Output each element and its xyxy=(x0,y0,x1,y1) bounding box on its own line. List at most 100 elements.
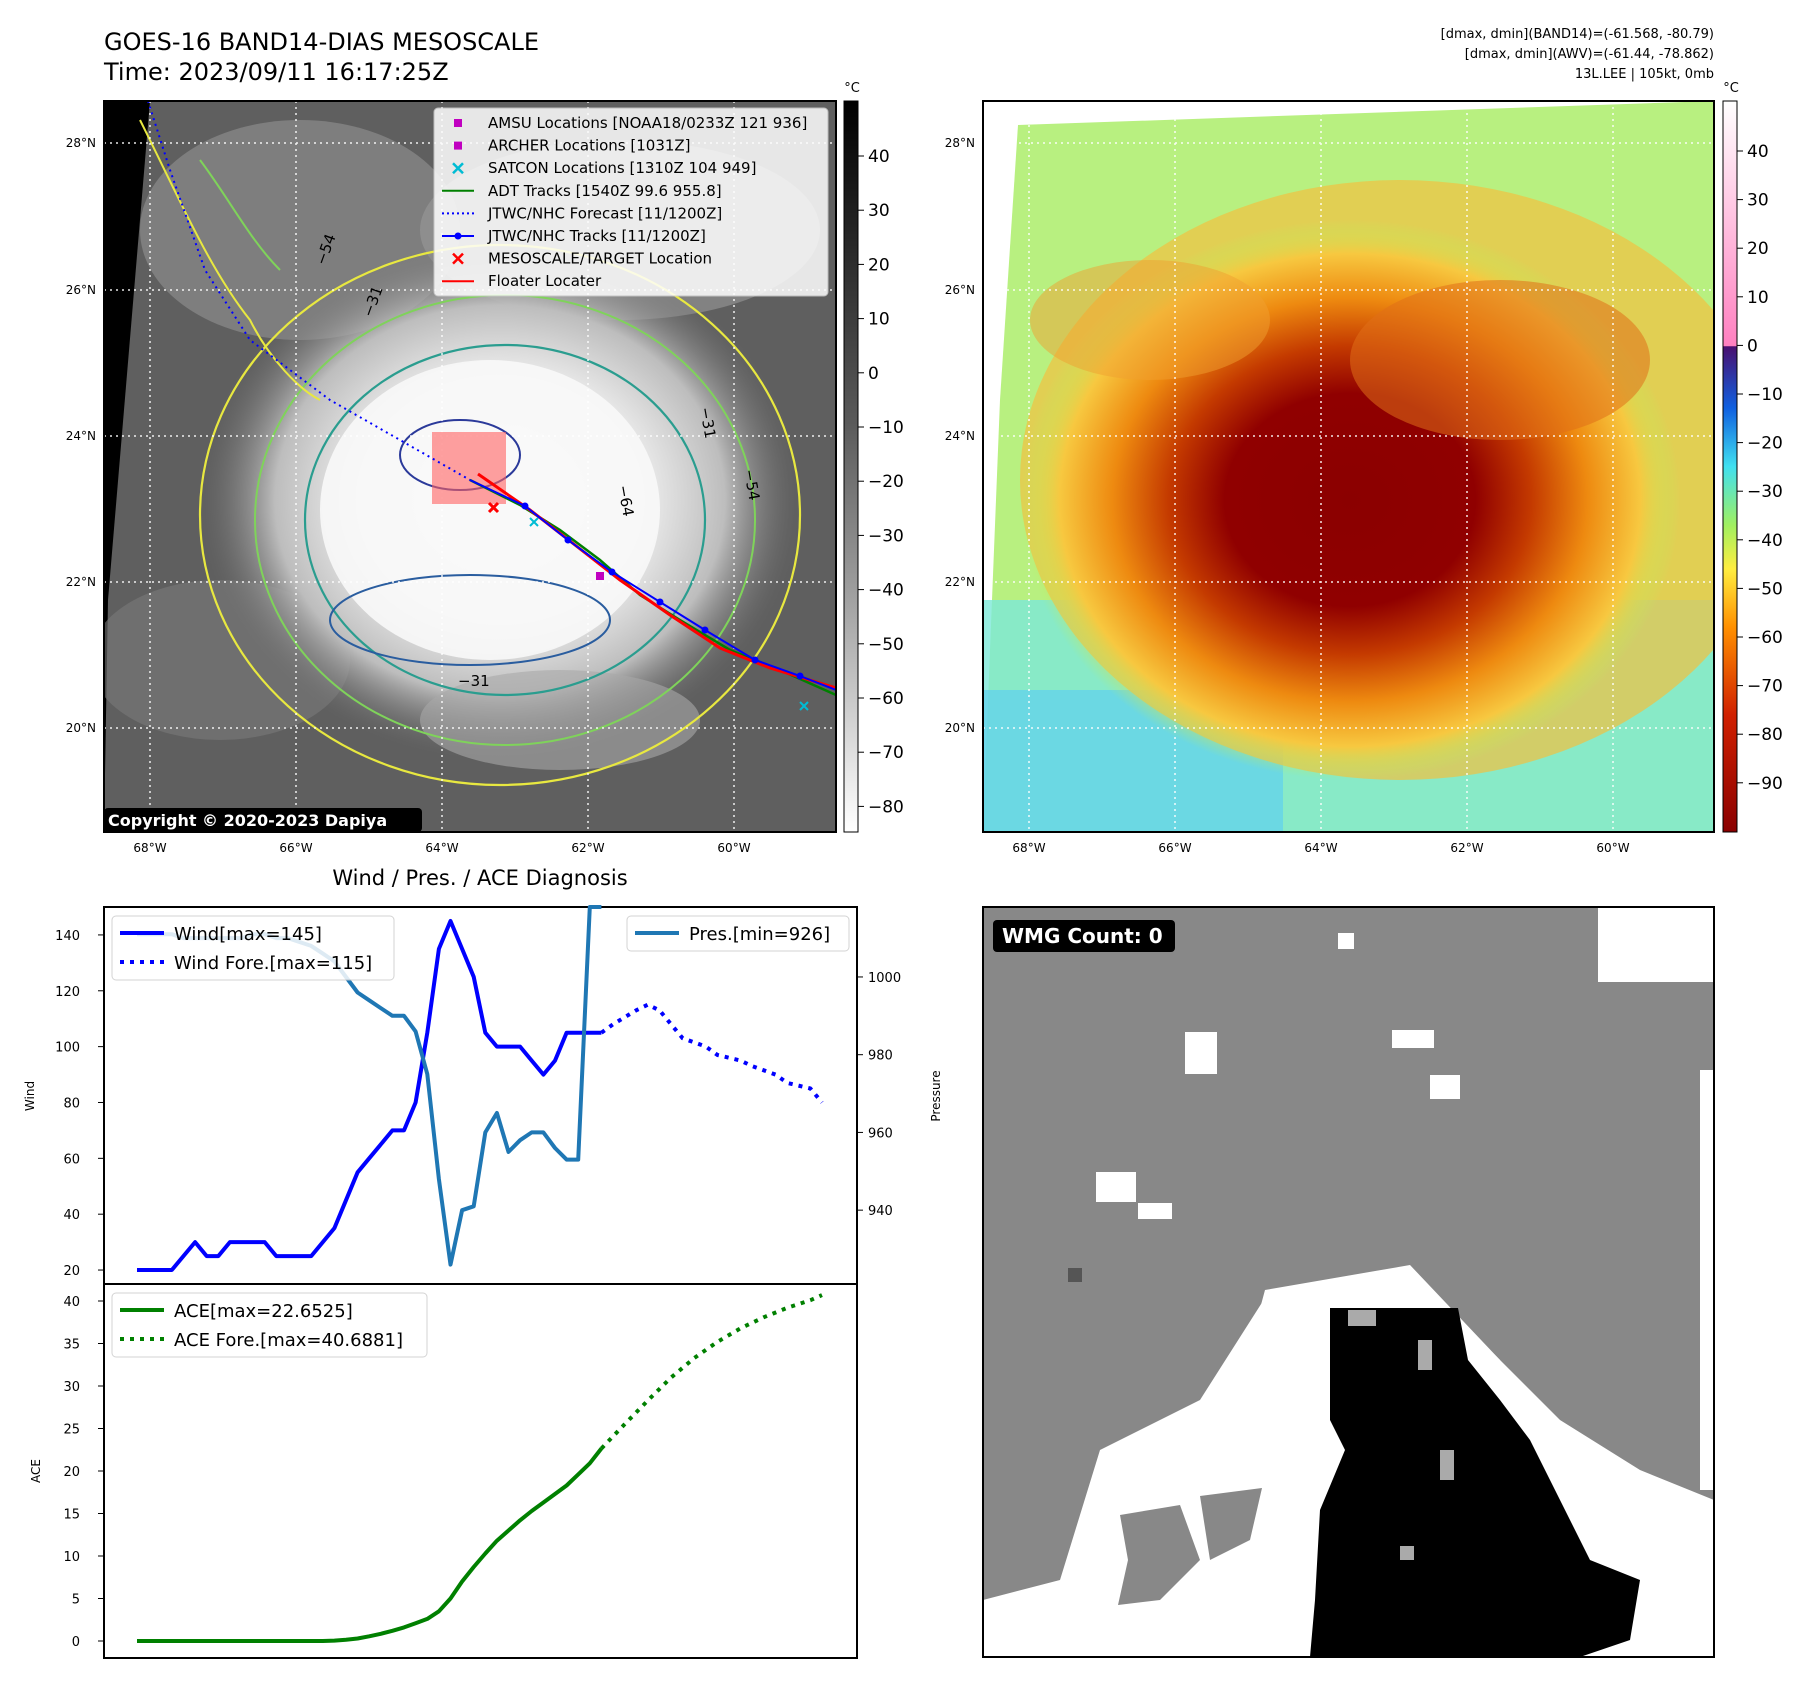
lon-label: 68°W xyxy=(1012,841,1045,855)
legend-label: ADT Tracks [1540Z 99.6 955.8] xyxy=(488,182,722,200)
ace-tick-label: 25 xyxy=(63,1423,80,1438)
amsu-marker xyxy=(596,572,604,580)
lat-label: 28°N xyxy=(945,136,975,150)
lon-label: 60°W xyxy=(1596,841,1629,855)
legend-marker-x xyxy=(452,162,464,175)
ir-colorbar xyxy=(843,100,859,833)
pressure-legend: Pres.[min=926] xyxy=(626,915,850,952)
colorbar-tick-label: 10 xyxy=(868,310,890,330)
colorbar-tick-label: 20 xyxy=(868,255,890,275)
colorbar-tick-label: −50 xyxy=(1747,579,1783,599)
colorbar-tick-label: −20 xyxy=(1747,434,1783,454)
colorbar-tick-label: −80 xyxy=(1747,725,1783,745)
contour-label: −31 xyxy=(458,672,490,690)
lon-label: 64°W xyxy=(425,841,458,855)
awv-map-panel: °C 403020100−10−20−30−40−50−60−70−80−90 … xyxy=(945,81,1783,855)
colorbar-tick-label: −20 xyxy=(868,472,904,492)
wind-axis-label: Wind xyxy=(23,1081,37,1111)
lon-label: 60°W xyxy=(717,841,750,855)
wmg-black-region xyxy=(1310,1308,1640,1657)
ace-axis-label: ACE xyxy=(29,1459,43,1483)
lat-label: 20°N xyxy=(945,721,975,735)
colorbar-tick-label: 30 xyxy=(868,201,890,221)
jtwc-track-points xyxy=(521,502,804,680)
ir-legend: AMSU Locations [NOAA18/0233Z 121 936] ARC… xyxy=(433,107,829,297)
legend-box xyxy=(433,107,829,297)
colorbar-tick-label: 0 xyxy=(868,364,879,384)
ace-tick-label: 40 xyxy=(63,1295,80,1310)
pressure-tick-label: 980 xyxy=(868,1049,893,1064)
colorbar-tick-label: 40 xyxy=(1747,142,1769,162)
info-storm: 13L.LEE | 105kt, 0mb xyxy=(1575,67,1714,82)
wmg-count-label: WMG Count: 0 xyxy=(1002,924,1163,948)
wind-tick-label: 40 xyxy=(63,1208,80,1223)
diagnosis-title: Wind / Pres. / ACE Diagnosis xyxy=(332,866,627,890)
lat-label: 20°N xyxy=(66,721,96,735)
colorbar-tick-label: −10 xyxy=(1747,385,1783,405)
wind-tick-label: 20 xyxy=(63,1264,80,1279)
legend-label: JTWC/NHC Forecast [11/1200Z] xyxy=(487,204,722,222)
colorbar-tick-label: −90 xyxy=(1747,774,1783,794)
colorbar-tick-label: −80 xyxy=(868,797,904,817)
legend-entry: AMSU Locations [NOAA18/0233Z 121 936] xyxy=(454,114,807,132)
legend-entry: SATCON Locations [1310Z 104 949] xyxy=(452,159,756,177)
pressure-tick-label: 940 xyxy=(868,1204,893,1219)
colorbar-tick-label: −40 xyxy=(868,581,904,601)
wind-pressure-chart: Wind Pressure 20 40 60 80 100 120 140 940 960 98… xyxy=(23,905,943,1285)
legend-marker-square xyxy=(454,119,462,127)
wind-tick-label: 100 xyxy=(55,1041,80,1056)
ir-map-frame xyxy=(103,100,837,833)
colorbar-tick-label: 40 xyxy=(868,147,890,167)
lat-label: 22°N xyxy=(945,575,975,589)
ace-tick-label: 10 xyxy=(63,1550,80,1565)
awv-gridlines xyxy=(983,101,1714,832)
ace-tick-label: 5 xyxy=(72,1593,80,1608)
ace-chart: ACE 0 5 10 15 20 25 30 35 40 ACE[max=22.6525] AC… xyxy=(29,1283,858,1659)
series-line xyxy=(137,919,602,1272)
lon-label: 66°W xyxy=(279,841,312,855)
legend-entry: JTWC/NHC Forecast [11/1200Z] xyxy=(442,204,722,222)
legend-ace-forecast: ACE Fore.[max=40.6881] xyxy=(174,1330,403,1351)
colorbar-tick-label: 30 xyxy=(1747,191,1769,211)
legend-marker-dot xyxy=(454,232,462,240)
legend-label: AMSU Locations [NOAA18/0233Z 121 936] xyxy=(488,114,807,132)
colorbar-tick-label: 10 xyxy=(1747,288,1769,308)
wind-tick-label: 140 xyxy=(55,929,80,944)
legend-ace: ACE[max=22.6525] xyxy=(174,1301,353,1322)
satcon-markers xyxy=(529,517,809,711)
lat-label: 28°N xyxy=(66,136,96,150)
ace-tick-label: 0 xyxy=(72,1635,80,1650)
legend-entry: JTWC/NHC Tracks [11/1200Z] xyxy=(442,227,706,245)
series-line xyxy=(599,1293,823,1450)
forecast-track xyxy=(147,101,471,481)
ace-tick-label: 30 xyxy=(63,1380,80,1395)
colorbar-tick-label: −30 xyxy=(868,526,904,546)
legend-pressure: Pres.[min=926] xyxy=(689,924,830,945)
legend-marker-square xyxy=(454,141,462,150)
lon-label: 64°W xyxy=(1304,841,1337,855)
wind-tick-label: 60 xyxy=(63,1152,80,1167)
awv-colorbar-unit: °C xyxy=(1723,81,1739,96)
colorbar-tick-label: −10 xyxy=(868,418,904,438)
legend-label: Floater Locater xyxy=(488,272,602,290)
wmg-frame xyxy=(982,906,1715,1658)
legend-entry: Floater Locater xyxy=(442,272,602,290)
lon-label: 66°W xyxy=(1158,841,1191,855)
contour-labels: −54 −31 −64 −54 −31 −31 xyxy=(312,231,763,690)
info-awv: [dmax, dmin](AWV)=(-61.44, -78.862) xyxy=(1465,47,1714,62)
legend-entry: ARCHER Locations [1031Z] xyxy=(454,137,691,155)
ace-legend: ACE[max=22.6525] ACE Fore.[max=40.6881] xyxy=(111,1292,428,1358)
contour-label: −54 xyxy=(740,468,763,502)
contour-band-2 xyxy=(199,159,281,271)
lon-label: 68°W xyxy=(133,841,166,855)
lat-label: 26°N xyxy=(945,283,975,297)
lon-label: 62°W xyxy=(571,841,604,855)
wmg-panel: WMG Count: 0 xyxy=(982,906,1715,1658)
legend-label: SATCON Locations [1310Z 104 949] xyxy=(488,159,756,177)
pressure-tick-label: 960 xyxy=(868,1126,893,1141)
contour-teal xyxy=(303,343,707,697)
colorbar-tick-label: −70 xyxy=(868,743,904,763)
colorbar-tick-label: −40 xyxy=(1747,531,1783,551)
series-line xyxy=(137,1447,603,1643)
